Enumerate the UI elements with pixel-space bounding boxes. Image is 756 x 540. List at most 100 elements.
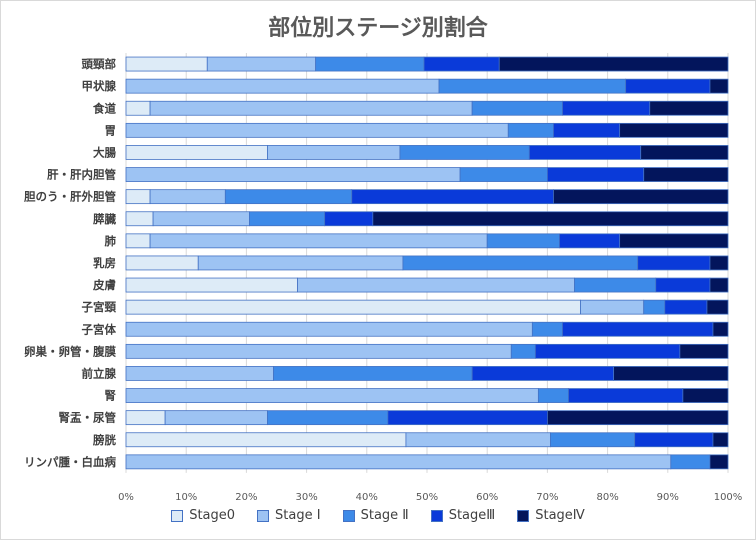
bar-segment-stage-0 xyxy=(125,410,166,426)
bar-segment-stage-1 xyxy=(297,277,575,293)
bar-segment-stage-1 xyxy=(405,432,551,448)
legend-label: Stage0 xyxy=(189,508,236,523)
bar-segment-stage-1 xyxy=(164,410,268,426)
bar-chart-plot: 頭頸部甲状腺食道胃大腸肝・肝内胆管胆のう・肝外胆管膵臓肺乳房皮膚子宮頸子宮体卵巣… xyxy=(24,53,742,500)
x-tick-label: 90% xyxy=(657,492,679,500)
legend-item: Stage Ⅰ xyxy=(257,508,321,523)
category-label: 大腸 xyxy=(93,145,116,159)
x-axis-ticks: 0% 10% 20% 30% 40% 50% 60% 70% 80% 90% 100% xyxy=(118,492,742,500)
category-label: 胃 xyxy=(105,123,117,137)
category-label: 甲状腺 xyxy=(82,79,117,93)
bar-segment-stage-1 xyxy=(125,454,672,470)
x-tick-label: 100% xyxy=(714,492,743,500)
bar-segment-stage-3 xyxy=(324,211,374,227)
legend-swatch xyxy=(342,509,355,522)
legend-label: Stage Ⅰ xyxy=(275,508,321,523)
x-tick-label: 50% xyxy=(416,492,438,500)
bar-segment-stage-4 xyxy=(709,454,729,470)
bar-segment-stage-4 xyxy=(712,321,729,337)
bar-series-group xyxy=(125,56,729,470)
x-tick-label: 60% xyxy=(476,492,498,500)
bar-segment-stage-2 xyxy=(273,366,473,381)
bar-segment-stage-4 xyxy=(712,432,729,448)
bar-segment-stage-3 xyxy=(547,167,645,182)
category-label: 肺 xyxy=(105,234,117,248)
x-tick-label: 40% xyxy=(356,492,378,500)
bar-segment-stage-3 xyxy=(528,145,642,160)
bar-segment-stage-3 xyxy=(634,432,714,448)
category-label: 食道 xyxy=(93,101,116,115)
bar-segment-stage-1 xyxy=(125,343,512,359)
legend-item: Stage0 xyxy=(171,508,235,523)
bar-segment-stage-2 xyxy=(315,56,425,72)
bar-segment-stage-3 xyxy=(387,410,548,426)
bar-segment-stage-4 xyxy=(709,277,729,293)
category-label: 膀胱 xyxy=(92,433,116,447)
bar-segment-stage-0 xyxy=(125,211,154,227)
bar-segment-stage-3 xyxy=(655,277,711,293)
bar-segment-stage-3 xyxy=(553,122,621,138)
x-tick-label: 70% xyxy=(536,492,558,500)
category-label: 子宮体 xyxy=(82,322,117,336)
bar-segment-stage-4 xyxy=(679,343,729,359)
bar-segment-stage-1 xyxy=(149,189,226,205)
category-label: 卵巣・卵管・腹膜 xyxy=(24,344,116,358)
category-label: 前立腺 xyxy=(82,366,117,380)
bar-segment-stage-3 xyxy=(664,299,708,315)
bar-segment-stage-0 xyxy=(125,145,268,160)
bar-segment-stage-4 xyxy=(640,145,729,160)
bar-segment-stage-2 xyxy=(267,410,389,426)
legend-swatch xyxy=(171,509,184,522)
bar-segment-stage-2 xyxy=(471,100,563,116)
bar-segment-stage-4 xyxy=(498,56,729,72)
bar-segment-stage-1 xyxy=(580,299,645,315)
bar-segment-stage-4 xyxy=(706,299,729,315)
bar-segment-stage-2 xyxy=(531,321,563,337)
bar-segment-stage-3 xyxy=(568,388,684,403)
bar-segment-stage-3 xyxy=(423,56,500,72)
bar-segment-stage-0 xyxy=(125,432,407,448)
x-tick-label: 20% xyxy=(235,492,257,500)
bar-segment-stage-4 xyxy=(619,122,729,138)
bar-segment-stage-1 xyxy=(149,100,473,116)
bar-segment-stage-1 xyxy=(125,122,509,138)
legend-item: StageⅣ xyxy=(517,508,585,523)
legend-label: StageⅢ xyxy=(448,508,496,523)
legend-swatch xyxy=(430,509,443,522)
x-tick-label: 30% xyxy=(295,492,317,500)
bar-segment-stage-3 xyxy=(625,78,711,94)
bar-segment-stage-0 xyxy=(125,189,151,205)
bar-segment-stage-2 xyxy=(399,145,530,160)
legend-item: Stage Ⅱ xyxy=(342,508,409,523)
bar-segment-stage-4 xyxy=(372,211,729,227)
bar-segment-stage-2 xyxy=(438,78,627,94)
bar-segment-stage-1 xyxy=(125,167,461,182)
bar-segment-stage-0 xyxy=(125,233,151,249)
bar-segment-stage-1 xyxy=(125,388,539,403)
bar-segment-stage-2 xyxy=(643,299,666,315)
bar-segment-stage-1 xyxy=(197,255,404,271)
bar-segment-stage-2 xyxy=(459,167,548,182)
category-label: 腎盂・尿管 xyxy=(59,411,117,425)
x-tick-label: 0% xyxy=(118,492,134,500)
bar-segment-stage-2 xyxy=(402,255,639,271)
bar-segment-stage-4 xyxy=(643,167,729,182)
category-label: 胆のう・肝外胆管 xyxy=(24,190,116,204)
category-label: 膵臓 xyxy=(93,212,116,226)
bar-segment-stage-2 xyxy=(574,277,657,293)
category-label: 皮膚 xyxy=(92,278,116,292)
category-label: 子宮頸 xyxy=(82,300,117,314)
bar-segment-stage-4 xyxy=(613,366,729,381)
legend-swatch xyxy=(517,509,530,522)
bar-segment-stage-2 xyxy=(249,211,326,227)
bar-segment-stage-3 xyxy=(562,100,651,116)
bar-segment-stage-0 xyxy=(125,100,151,116)
chart-title: 部位別ステージ別割合 xyxy=(268,16,488,41)
bar-segment-stage-4 xyxy=(649,100,729,116)
category-labels: 頭頸部甲状腺食道胃大腸肝・肝内胆管胆のう・肝外胆管膵臓肺乳房皮膚子宮頸子宮体卵巣… xyxy=(24,57,117,469)
bar-segment-stage-3 xyxy=(471,366,615,381)
bar-segment-stage-0 xyxy=(125,255,199,271)
bar-segment-stage-3 xyxy=(351,189,554,205)
bar-segment-stage-1 xyxy=(206,56,317,72)
bar-segment-stage-2 xyxy=(510,343,536,359)
